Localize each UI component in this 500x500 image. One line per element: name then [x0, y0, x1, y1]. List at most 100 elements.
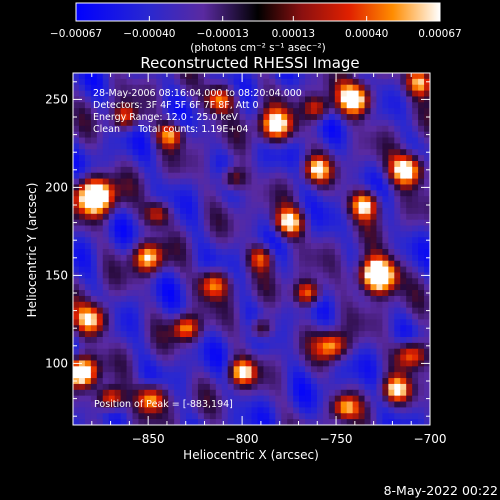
heatmap-cell: [78, 290, 86, 297]
heatmap-cell: [209, 73, 217, 80]
heatmap-cell: [316, 295, 324, 303]
heatmap-cell: [108, 149, 116, 156]
heatmap-cell: [328, 278, 336, 285]
heatmap-cell: [162, 231, 169, 238]
heatmap-cell: [358, 219, 366, 227]
heatmap-cell: [346, 102, 354, 109]
heatmap-cell: [108, 172, 116, 180]
heatmap-cell: [144, 319, 151, 326]
heatmap-cell: [328, 237, 336, 244]
heatmap-cell: [269, 125, 276, 133]
heatmap-cell: [138, 73, 145, 80]
heatmap-cell: [132, 301, 140, 309]
heatmap-cell: [340, 266, 348, 274]
heatmap-cell: [287, 166, 294, 174]
heatmap-cell: [412, 419, 419, 425]
heatmap-cell: [221, 219, 229, 227]
heatmap-cell: [388, 401, 395, 408]
heatmap-cell: [340, 419, 348, 425]
heatmap-cell: [257, 348, 264, 356]
heatmap-cell: [138, 331, 145, 338]
heatmap-cell: [102, 313, 110, 320]
heatmap-cell: [287, 131, 294, 139]
heatmap-cell: [192, 149, 199, 156]
heatmap-cell: [96, 213, 104, 221]
heatmap-cell: [168, 96, 175, 103]
heatmap-cell: [364, 155, 372, 162]
heatmap-cell: [102, 190, 110, 197]
heatmap-cell: [126, 260, 134, 268]
heatmap-cell: [144, 354, 151, 362]
heatmap-cell: [144, 243, 151, 250]
heatmap-cell: [114, 96, 122, 103]
heatmap-cell: [90, 161, 98, 168]
heatmap-cell: [108, 348, 116, 356]
heatmap-cell: [239, 331, 247, 338]
heatmap-cell: [132, 213, 140, 221]
heatmap-cell: [239, 237, 247, 244]
heatmap-cell: [180, 407, 187, 414]
heatmap-cell: [382, 149, 389, 156]
heatmap-cell: [215, 178, 223, 186]
heatmap-cell: [144, 313, 151, 320]
heatmap-cell: [382, 295, 389, 303]
heatmap-cell: [215, 249, 223, 256]
heatmap-cell: [78, 78, 86, 86]
heatmap-cell: [168, 401, 175, 408]
heatmap-cell: [293, 372, 300, 379]
heatmap-cell: [108, 143, 116, 150]
heatmap-cell: [269, 90, 276, 98]
heatmap-cell: [358, 155, 366, 162]
heatmap-cell: [263, 249, 270, 256]
heatmap-cell: [168, 73, 175, 80]
heatmap-cell: [150, 108, 157, 115]
heatmap-cell: [346, 225, 354, 232]
heatmap-cell: [275, 319, 282, 326]
heatmap-cell: [227, 119, 235, 127]
heatmap-cell: [275, 278, 282, 285]
heatmap-cell: [424, 301, 430, 309]
heatmap-cell: [412, 284, 419, 291]
heatmap-cell: [84, 73, 92, 80]
heatmap-cell: [328, 190, 336, 197]
heatmap-cell: [73, 178, 80, 186]
heatmap-cell: [90, 114, 98, 121]
heatmap-cell: [400, 108, 407, 115]
heatmap-cell: [281, 78, 288, 86]
heatmap-cell: [287, 243, 294, 250]
heatmap-cell: [406, 301, 413, 309]
heatmap-cell: [346, 137, 354, 144]
heatmap-cell: [209, 378, 217, 385]
heatmap-cell: [102, 184, 110, 191]
heatmap-cell: [322, 155, 330, 162]
heatmap-cell: [197, 131, 205, 139]
heatmap-cell: [180, 114, 187, 121]
heatmap-cell: [180, 395, 187, 403]
heatmap-cell: [197, 389, 205, 397]
heatmap-cell: [245, 383, 253, 391]
heatmap-cell: [358, 366, 366, 373]
heatmap-cell: [257, 172, 264, 180]
heatmap-cell: [114, 301, 122, 309]
heatmap-cell: [221, 413, 229, 420]
heatmap-cell: [96, 90, 104, 98]
heatmap-cell: [150, 237, 157, 244]
heatmap-cell: [180, 102, 187, 109]
heatmap-cell: [382, 231, 389, 238]
heatmap-cell: [388, 407, 395, 414]
heatmap-cell: [84, 184, 92, 191]
heatmap-cell: [334, 383, 342, 391]
heatmap-cell: [203, 272, 211, 279]
heatmap-cell: [197, 254, 205, 262]
heatmap-cell: [180, 196, 187, 203]
heatmap-cell: [352, 254, 360, 262]
heatmap-cell: [424, 389, 430, 397]
heatmap-cell: [400, 348, 407, 356]
heatmap-cell: [358, 114, 366, 121]
heatmap-cell: [406, 383, 413, 391]
heatmap-cell: [186, 155, 193, 162]
heatmap-cell: [78, 143, 86, 150]
heatmap-cell: [334, 84, 342, 92]
heatmap-cell: [352, 243, 360, 250]
heatmap-cell: [203, 166, 211, 174]
